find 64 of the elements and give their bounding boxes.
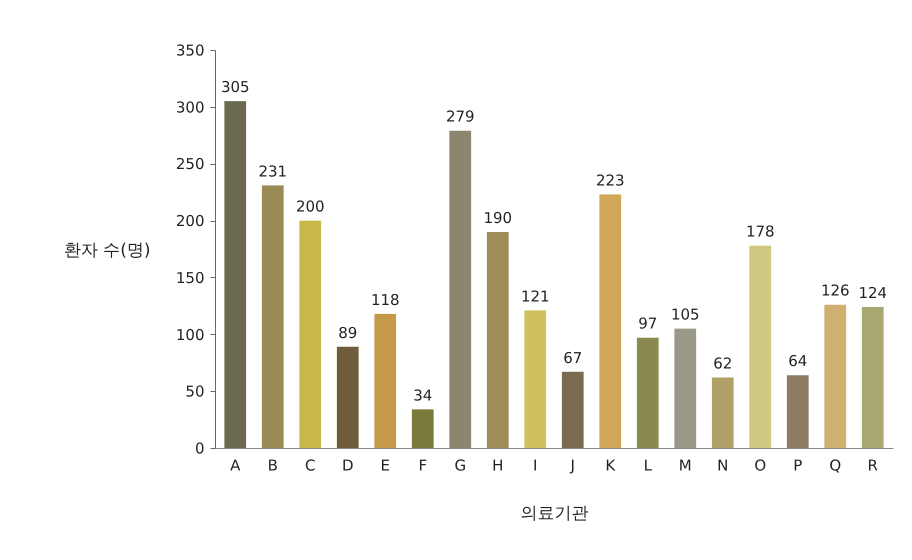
data-label: 231 xyxy=(258,162,288,180)
data-label: 178 xyxy=(746,222,775,241)
y-tick-label: 200 xyxy=(176,212,204,230)
bar xyxy=(486,232,509,448)
y-tick-label: 300 xyxy=(176,98,204,116)
x-tick-label: D xyxy=(342,456,354,474)
bar xyxy=(862,306,884,448)
bar xyxy=(674,328,696,448)
x-axis-title: 의료기관 xyxy=(520,504,588,524)
x-tick-label: N xyxy=(717,456,728,474)
bar xyxy=(562,372,584,448)
data-label: 67 xyxy=(563,348,582,367)
bar xyxy=(786,375,809,448)
data-label: 305 xyxy=(220,78,250,96)
y-tick-label: 50 xyxy=(185,382,204,401)
data-label: 190 xyxy=(483,208,512,227)
x-tick-label: H xyxy=(492,456,504,474)
bar xyxy=(374,314,396,448)
bar xyxy=(336,346,359,448)
bar xyxy=(599,194,622,448)
bar xyxy=(412,409,434,448)
data-label: 126 xyxy=(820,282,850,300)
x-tick-label: M xyxy=(678,456,692,474)
y-axis-title: 환자 수(명) xyxy=(64,240,150,260)
data-label: 97 xyxy=(638,314,658,333)
data-label: 34 xyxy=(413,386,432,404)
x-tick-label: B xyxy=(268,456,278,474)
data-label: 105 xyxy=(670,306,700,324)
bar xyxy=(262,185,284,448)
x-tick-label: E xyxy=(380,456,390,474)
bar xyxy=(636,338,659,448)
bar xyxy=(224,101,246,448)
y-tick-label: 250 xyxy=(176,155,204,174)
x-tick-label: C xyxy=(305,456,316,474)
y-tick-label: 100 xyxy=(176,326,204,344)
data-label: 118 xyxy=(370,290,400,309)
data-label: 200 xyxy=(296,198,325,216)
bar xyxy=(449,130,472,448)
data-label: 89 xyxy=(338,324,358,342)
x-tick-label: L xyxy=(644,456,653,474)
x-tick-label: P xyxy=(793,456,802,474)
data-label: 223 xyxy=(596,171,625,190)
bar xyxy=(712,377,734,448)
x-tick-label: F xyxy=(418,456,428,474)
x-tick-label: A xyxy=(230,456,242,474)
x-tick-label: K xyxy=(605,456,616,474)
bar xyxy=(824,304,846,448)
y-tick-label: 150 xyxy=(176,268,204,287)
x-tick-label: O xyxy=(754,456,766,474)
bar xyxy=(299,220,322,448)
x-tick-label: G xyxy=(454,456,466,474)
data-label: 121 xyxy=(520,287,550,306)
x-tick-label: R xyxy=(868,456,878,474)
x-tick-label: J xyxy=(570,456,575,474)
y-tick-label: 0 xyxy=(194,440,204,458)
data-label: 124 xyxy=(858,284,888,302)
data-label: 279 xyxy=(446,108,475,126)
x-tick-label: I xyxy=(533,456,538,474)
bar xyxy=(524,310,546,448)
x-tick-label: Q xyxy=(829,456,842,474)
bar xyxy=(749,246,772,448)
data-label: 64 xyxy=(788,352,808,370)
data-label: 62 xyxy=(713,354,732,372)
y-tick-label: 350 xyxy=(176,42,204,60)
